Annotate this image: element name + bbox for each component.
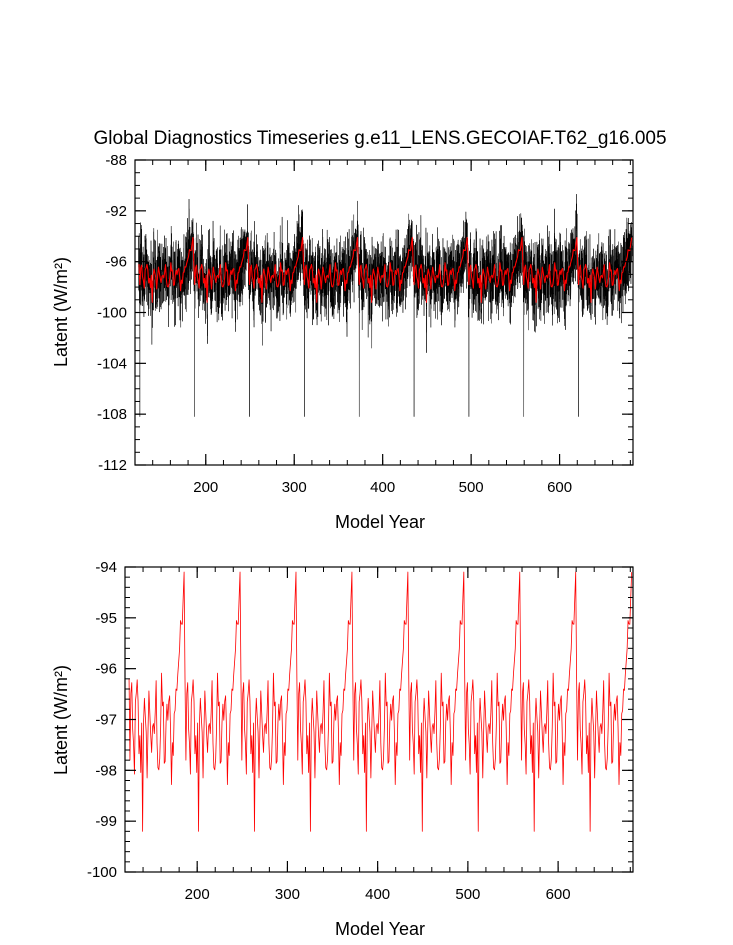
bottom-x-tick-label: 600 (546, 886, 571, 903)
bottom-plot-frame (124, 566, 634, 873)
top-x-tick-label: 300 (282, 479, 307, 496)
top-annual-series-line (138, 236, 633, 303)
top-x-tick-label: 600 (547, 479, 572, 496)
bottom-y-tick-label: -94 (95, 559, 117, 576)
top-y-tick-label: -96 (105, 254, 127, 271)
bottom-y-axis-label: Latent (W/m²) (51, 665, 71, 775)
bottom-y-tick-label: -98 (95, 762, 117, 779)
top-y-tick-label: -88 (105, 152, 127, 169)
top-series-group (138, 193, 633, 417)
top-panel: 200 300 400 500 600 -112 -108 -104 -100 -96 -92 -88… (51, 152, 634, 532)
top-y-tick-label: -100 (97, 305, 127, 322)
bottom-x-tick-label: 300 (275, 886, 300, 903)
top-plot-frame (134, 159, 634, 466)
bottom-y-tick-label: -99 (95, 813, 117, 830)
bottom-y-tick-label: -96 (95, 661, 117, 678)
top-x-tick-label: 500 (459, 479, 484, 496)
bottom-x-axis-label: Model Year (335, 919, 425, 939)
top-y-tick-label: -112 (98, 457, 127, 474)
bottom-x-tick-label: 200 (185, 886, 210, 903)
top-x-tick-label: 200 (193, 479, 218, 496)
page-title: Global Diagnostics Timeseries g.e11_LENS… (93, 128, 667, 149)
top-y-tick-label: -108 (97, 406, 127, 423)
top-x-tick-label: 400 (370, 479, 395, 496)
top-y-axis-label: Latent (W/m²) (51, 257, 71, 367)
top-monthly-series-line (138, 193, 633, 417)
top-y-tick-label: -92 (105, 203, 127, 220)
bottom-y-tick-label: -100 (87, 864, 117, 881)
bottom-y-tick-label: -95 (95, 610, 117, 627)
top-axes: 200 300 400 500 600 -112 -108 -104 -100 -96 -92 -88 (97, 152, 633, 496)
bottom-y-tick-label: -97 (95, 712, 117, 729)
bottom-axes: 200 300 400 500 600 -100 -99 -98 -97 -96 -95 -94 (87, 559, 633, 903)
bottom-x-tick-label: 500 (455, 886, 480, 903)
bottom-annual-series-line (128, 571, 633, 832)
bottom-series-group (128, 571, 633, 832)
bottom-x-tick-label: 400 (365, 886, 390, 903)
top-y-tick-label: -104 (97, 355, 127, 372)
bottom-panel: 200 300 400 500 600 -100 -99 -98 -97 -96 -95 -94 Mo… (51, 559, 634, 939)
top-x-axis-label: Model Year (335, 512, 425, 532)
